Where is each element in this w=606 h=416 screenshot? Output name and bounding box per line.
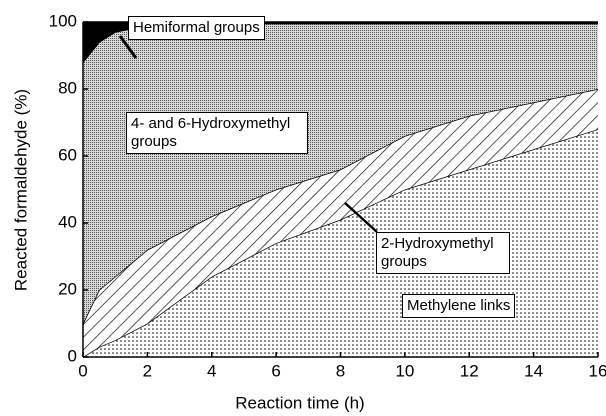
y-tick-label: 60 bbox=[58, 145, 77, 164]
y-tick-label: 40 bbox=[58, 212, 77, 231]
y-axis-label: Reacted formaldehyde (%) bbox=[11, 89, 30, 291]
y-tick-label: 0 bbox=[68, 346, 77, 365]
y-tick-label: 20 bbox=[58, 279, 77, 298]
x-tick-label: 16 bbox=[589, 361, 606, 380]
x-tick-label: 6 bbox=[271, 361, 280, 380]
annotation: Methylene links bbox=[402, 294, 516, 318]
area-fill bbox=[83, 89, 598, 357]
x-axis-label: Reaction time (h) bbox=[235, 393, 364, 412]
area-fill bbox=[83, 23, 598, 324]
x-tick-label: 14 bbox=[524, 361, 543, 380]
y-tick-label: 100 bbox=[49, 11, 77, 30]
annotation: Hemiformal groups bbox=[128, 16, 265, 40]
x-tick-label: 8 bbox=[336, 361, 345, 380]
x-tick-label: 0 bbox=[78, 361, 87, 380]
x-tick-label: 12 bbox=[460, 361, 479, 380]
x-tick-label: 2 bbox=[143, 361, 152, 380]
y-tick-label: 80 bbox=[58, 78, 77, 97]
x-tick-label: 4 bbox=[207, 361, 216, 380]
leader-line bbox=[118, 35, 138, 59]
annotation: 4- and 6-Hydroxymethyl groups bbox=[126, 112, 308, 154]
x-tick-label: 10 bbox=[395, 361, 414, 380]
leader-line bbox=[344, 202, 378, 233]
annotation: 2-Hydroxymethyl groups bbox=[376, 232, 510, 274]
